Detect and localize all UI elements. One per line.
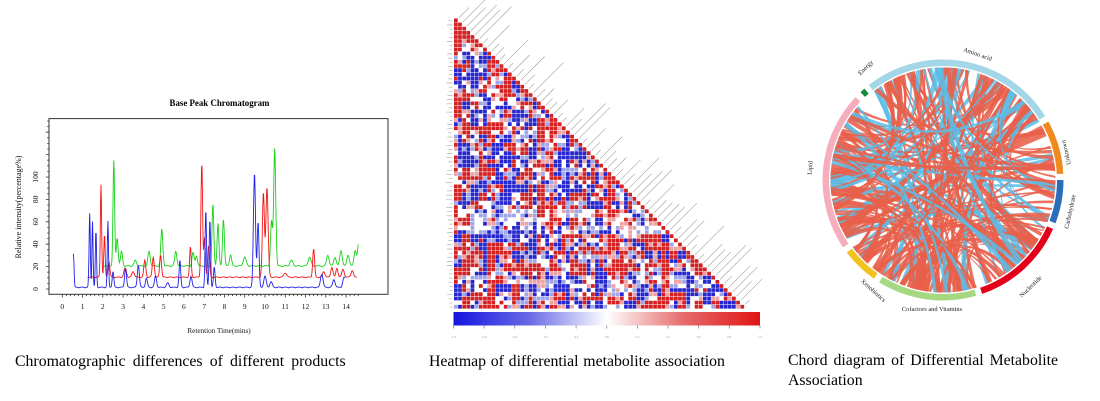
svg-text:-0.4: -0.4 <box>543 335 548 339</box>
svg-text:14: 14 <box>342 302 350 311</box>
svg-text:0.4: 0.4 <box>666 335 670 339</box>
svg-text:Amino acid: Amino acid <box>962 46 993 63</box>
svg-text:0.0: 0.0 <box>605 335 609 339</box>
svg-text:9: 9 <box>243 302 247 311</box>
svg-text:8: 8 <box>223 302 227 311</box>
svg-text:4: 4 <box>142 302 146 311</box>
svg-text:Lipid: Lipid <box>807 160 815 175</box>
svg-text:100: 100 <box>31 171 40 183</box>
svg-text:13: 13 <box>322 302 330 311</box>
svg-text:-0.8: -0.8 <box>482 335 487 339</box>
svg-text:Base Peak Chromatogram: Base Peak Chromatogram <box>170 98 271 108</box>
svg-text:0.8: 0.8 <box>727 335 731 339</box>
svg-text:Retention Time(mins): Retention Time(mins) <box>187 327 251 335</box>
svg-text:12: 12 <box>302 302 310 311</box>
svg-text:80: 80 <box>31 195 40 203</box>
svg-text:Nucleotide: Nucleotide <box>1018 275 1043 300</box>
svg-text:Relative intensity(percentage%: Relative intensity(percentage%) <box>14 155 23 258</box>
svg-text:60: 60 <box>31 218 40 226</box>
svg-text:5: 5 <box>162 302 166 311</box>
svg-text:Carbohydrate: Carbohydrate <box>1063 194 1077 230</box>
svg-text:0: 0 <box>31 287 40 291</box>
svg-text:10: 10 <box>261 302 269 311</box>
svg-text:3: 3 <box>121 302 125 311</box>
svg-text:40: 40 <box>31 240 40 248</box>
svg-text:20: 20 <box>31 263 40 271</box>
svg-text:6: 6 <box>182 302 186 311</box>
svg-text:-0.6: -0.6 <box>512 335 517 339</box>
svg-text:-0.2: -0.2 <box>574 335 579 339</box>
svg-text:0.6: 0.6 <box>697 335 701 339</box>
svg-text:2: 2 <box>101 302 105 311</box>
svg-text:0: 0 <box>60 302 64 311</box>
svg-text:1.0: 1.0 <box>758 335 762 339</box>
svg-text:0.2: 0.2 <box>635 335 639 339</box>
svg-text:11: 11 <box>282 302 289 311</box>
svg-text:1: 1 <box>81 302 85 311</box>
svg-text:7: 7 <box>202 302 206 311</box>
svg-text:Energy: Energy <box>857 58 875 76</box>
svg-text:Cofactors and Vitamins: Cofactors and Vitamins <box>902 306 963 313</box>
svg-text:-1.0: -1.0 <box>451 335 456 339</box>
